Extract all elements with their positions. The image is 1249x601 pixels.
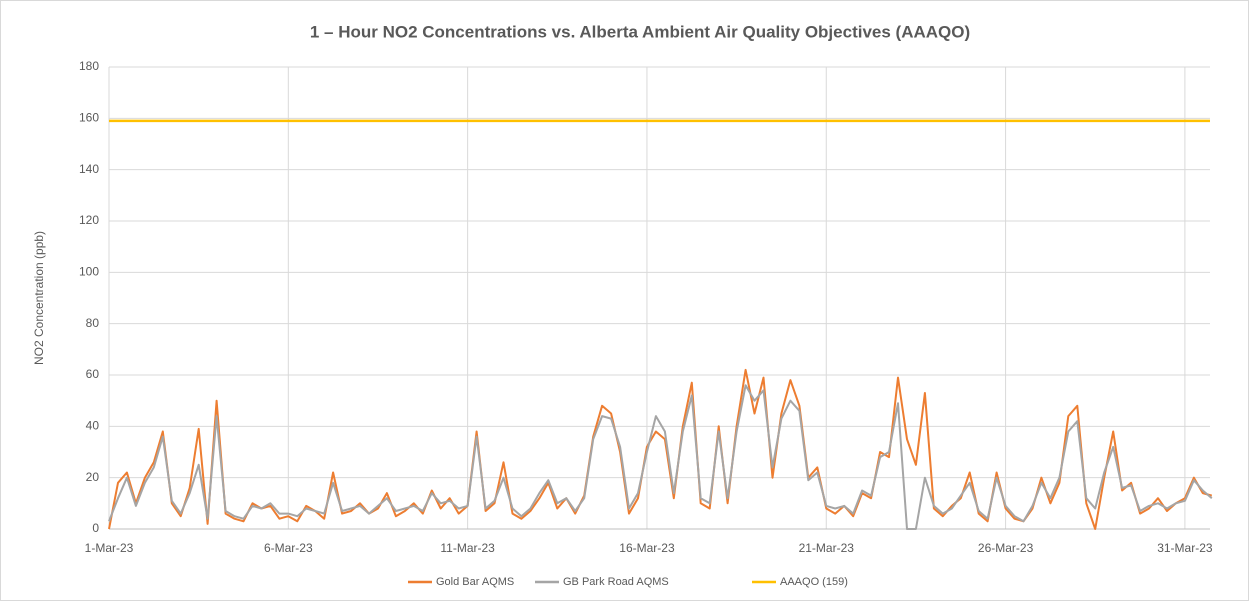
x-tick-label: 1-Mar-23	[85, 541, 134, 555]
x-tick-label: 11-Mar-23	[440, 541, 495, 555]
y-tick-label: 140	[79, 162, 99, 176]
x-tick-label: 16-Mar-23	[619, 541, 675, 555]
legend-label: AAAQO (159)	[780, 576, 848, 588]
y-tick-label: 80	[86, 316, 100, 330]
legend-label: Gold Bar AQMS	[436, 576, 514, 588]
x-tick-label: 31-Mar-23	[1157, 541, 1213, 555]
x-tick-label: 6-Mar-23	[264, 541, 313, 555]
y-tick-label: 40	[86, 419, 100, 433]
chart-title: 1 – Hour NO2 Concentrations vs. Alberta …	[310, 22, 970, 41]
x-tick-label: 26-Mar-23	[978, 541, 1034, 555]
y-tick-label: 180	[79, 59, 99, 73]
y-tick-label: 60	[86, 367, 100, 381]
y-axis-label: NO2 Concentration (ppb)	[32, 231, 46, 365]
series-line	[108, 384, 1213, 530]
x-tick-label: 21-Mar-23	[799, 541, 855, 555]
y-tick-label: 0	[92, 521, 99, 535]
y-tick-label: 160	[79, 111, 99, 125]
legend-label: GB Park Road AQMS	[563, 576, 669, 588]
y-tick-label: 120	[79, 213, 99, 227]
y-tick-label: 20	[86, 470, 100, 484]
y-tick-label: 100	[79, 265, 99, 279]
